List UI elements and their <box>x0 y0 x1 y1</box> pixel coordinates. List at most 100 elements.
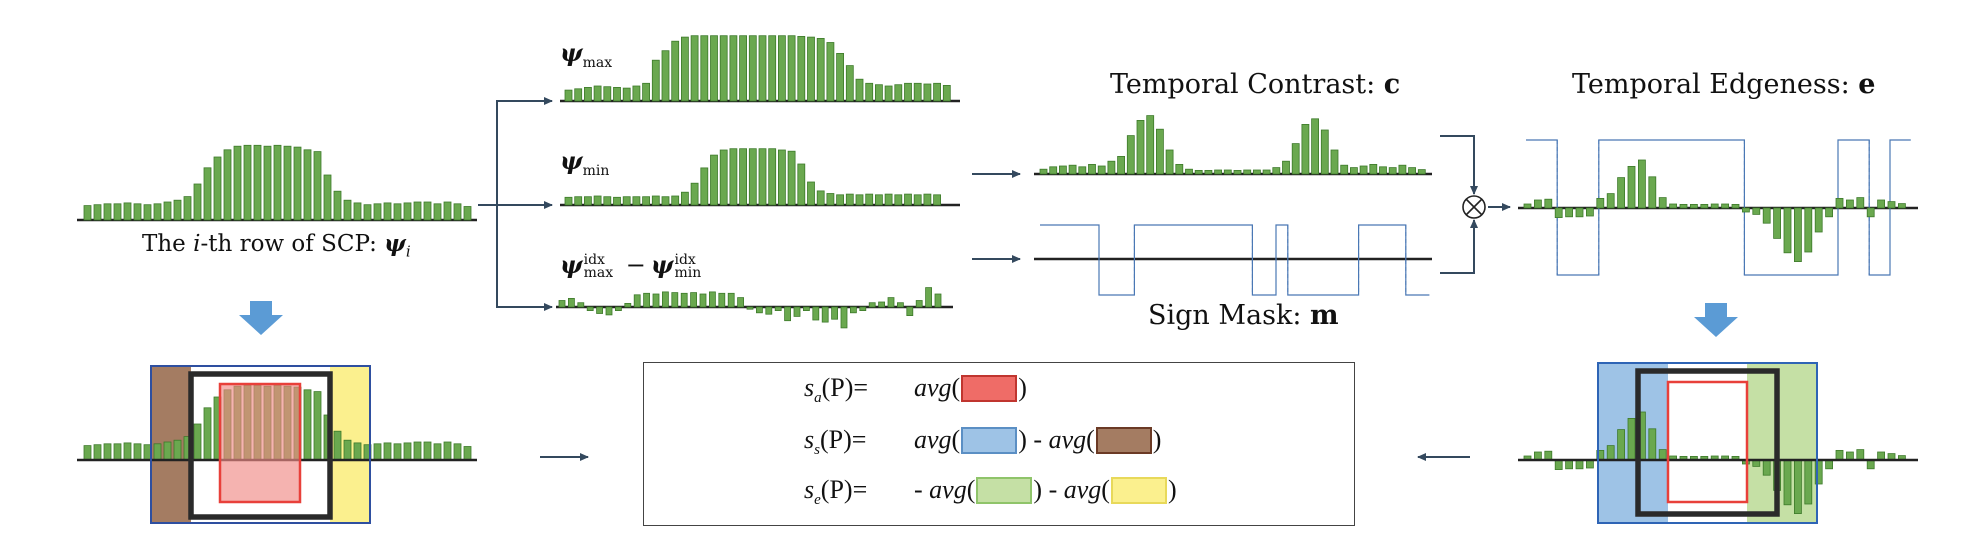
psi-row-bar <box>93 204 102 221</box>
psi-row-bar <box>193 183 202 221</box>
contrast-bar <box>1223 169 1232 175</box>
psi-min-bar <box>681 191 689 206</box>
bottom-left-bar <box>403 442 412 461</box>
psi-min-bar <box>584 196 592 206</box>
psi-min-bar <box>739 148 747 206</box>
bottom-left-bar <box>393 443 402 461</box>
bottom-left-illustration <box>77 365 477 524</box>
psi-idx-bar <box>925 287 932 308</box>
psi-max-bar <box>671 40 680 102</box>
contrast-bar <box>1350 167 1358 175</box>
psi-min-bar <box>593 195 602 206</box>
contrast-bar <box>1165 149 1174 175</box>
red-swatch <box>961 374 1018 402</box>
psi-row-bar <box>163 201 172 221</box>
edge-bar <box>1877 199 1885 209</box>
psi-min-bar <box>622 196 631 206</box>
sign-mask-line <box>1040 224 1430 296</box>
psi-max-bar <box>758 35 767 102</box>
psi-idx-bar <box>803 306 810 311</box>
contrast-bar <box>1146 115 1155 175</box>
psi-max-bar <box>739 35 747 102</box>
psi-idx-bar <box>887 297 895 308</box>
bottom-right-bar <box>1866 459 1875 470</box>
contrast-bar <box>1388 167 1397 175</box>
psi-idx-bar <box>709 291 716 308</box>
psi-row-bar <box>333 190 342 221</box>
contrast-bar <box>1311 118 1319 175</box>
edge-bar <box>1752 207 1761 215</box>
bottom-right-bar <box>1648 428 1657 461</box>
bottom-left-bar <box>383 442 392 461</box>
psi-idx-bar <box>615 306 622 311</box>
psi-min-bar <box>797 163 806 206</box>
contrast-bar <box>1262 169 1271 175</box>
contrast-bar <box>1253 169 1261 175</box>
psi-max-bar <box>942 85 951 102</box>
edge-bar <box>1814 207 1823 233</box>
down-arrow-right-icon <box>1694 303 1738 337</box>
psi-idx-bar <box>756 306 763 314</box>
psi-row-bar <box>113 203 122 221</box>
psi-max-label: ψmax <box>560 38 613 71</box>
psi-max-bar <box>904 82 912 102</box>
edge-bar <box>1554 207 1563 219</box>
psi-max-bars <box>564 35 951 102</box>
psi-min-label: ψmin <box>560 146 610 179</box>
psi-idx-bar <box>915 300 923 308</box>
psi-idx-bar <box>737 297 744 308</box>
edge-bar <box>1638 159 1646 209</box>
psi-max-bar <box>661 50 670 102</box>
merge-arrows <box>1440 135 1511 274</box>
edge-bar <box>1544 198 1553 209</box>
bottom-right-bar <box>1554 459 1563 471</box>
bottom-right-bar <box>1544 450 1553 461</box>
edge-bar <box>1804 207 1813 253</box>
psi-idx-bar <box>934 293 942 308</box>
psi-row-bar <box>443 201 452 221</box>
psi-max-bar <box>651 59 660 102</box>
bottom-right-bar <box>1804 459 1813 505</box>
contrast-bar <box>1078 166 1087 175</box>
psi-max-bar <box>923 83 932 102</box>
psi-max-bar <box>622 87 631 102</box>
psi-min-bar <box>690 182 699 206</box>
psi-row-bar <box>373 203 382 221</box>
edge-bar <box>1783 207 1792 254</box>
bottom-right-bar <box>1575 459 1584 470</box>
bottom-right-bar <box>1627 417 1636 461</box>
edge-bar <box>1596 197 1605 209</box>
psi-max-bar <box>778 35 786 102</box>
bottom-left-bar <box>423 441 432 461</box>
psi-min-bar <box>787 150 796 206</box>
psi-row-bar <box>153 203 162 221</box>
psi-max-bar <box>642 82 650 102</box>
psi-row-bar <box>83 205 92 221</box>
psi-row-bar <box>173 199 182 221</box>
psi-row-bar <box>323 174 332 221</box>
bottom-left-bar <box>113 443 122 461</box>
psi-max-bar <box>787 35 796 102</box>
psi-row-bar <box>413 201 422 221</box>
contrast-bar <box>1359 165 1368 175</box>
psi-row-bar <box>103 203 112 221</box>
edge-bar <box>1565 207 1573 218</box>
contrast-bar <box>1059 165 1067 175</box>
psi-row-bar <box>183 196 192 221</box>
psi-row-bar <box>453 203 462 221</box>
psi-idx-bar <box>558 300 566 308</box>
bottom-left-bar <box>453 443 462 461</box>
edge-bar <box>1617 177 1625 209</box>
to-contrast-arrows <box>972 170 1021 263</box>
psi-row-bar <box>133 203 142 221</box>
fork-arrows <box>478 97 553 311</box>
bottom-right-illustration <box>1518 362 1918 524</box>
edge-bars <box>1523 159 1906 262</box>
bottom-right-bar <box>1762 459 1771 476</box>
bottom-left-bar <box>413 441 422 461</box>
bottom-right-bar <box>1856 449 1865 461</box>
psi-max-bar <box>797 36 806 102</box>
psi-max-bar <box>564 89 573 102</box>
psi-min-bar <box>884 193 893 206</box>
